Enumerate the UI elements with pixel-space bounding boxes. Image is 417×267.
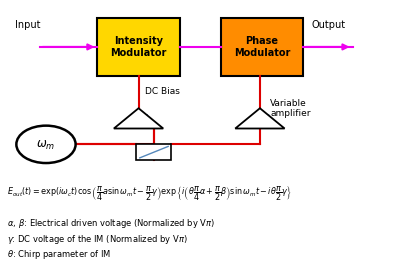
- Polygon shape: [235, 108, 285, 128]
- Text: Phase
Modulator: Phase Modulator: [234, 36, 290, 58]
- Polygon shape: [114, 108, 163, 128]
- Text: $\theta$: Chirp parameter of IM: $\theta$: Chirp parameter of IM: [7, 248, 111, 261]
- Text: Output: Output: [311, 20, 346, 30]
- Circle shape: [16, 126, 75, 163]
- Text: DC Bias: DC Bias: [145, 87, 180, 96]
- Text: $\omega_m$: $\omega_m$: [36, 139, 55, 152]
- Bar: [98, 18, 180, 76]
- Text: $\gamma$: DC voltage of the IM (Normalized by V$\pi$): $\gamma$: DC voltage of the IM (Normaliz…: [7, 233, 188, 246]
- Text: $\alpha,\,\beta$: Electrical driven voltage (Normalized by V$\pi$): $\alpha,\,\beta$: Electrical driven volt…: [7, 217, 215, 230]
- Text: Intensity
Modulator: Intensity Modulator: [111, 36, 167, 58]
- Text: $E_{out}(t) = \exp(i\omega_c t)\cos\left(\dfrac{\pi}{4}a\sin\omega_m t - \dfrac{: $E_{out}(t) = \exp(i\omega_c t)\cos\left…: [7, 184, 292, 203]
- Text: Variable
amplifier: Variable amplifier: [270, 99, 311, 118]
- Bar: [221, 18, 303, 76]
- Text: Input: Input: [15, 20, 40, 30]
- Bar: [136, 144, 171, 160]
